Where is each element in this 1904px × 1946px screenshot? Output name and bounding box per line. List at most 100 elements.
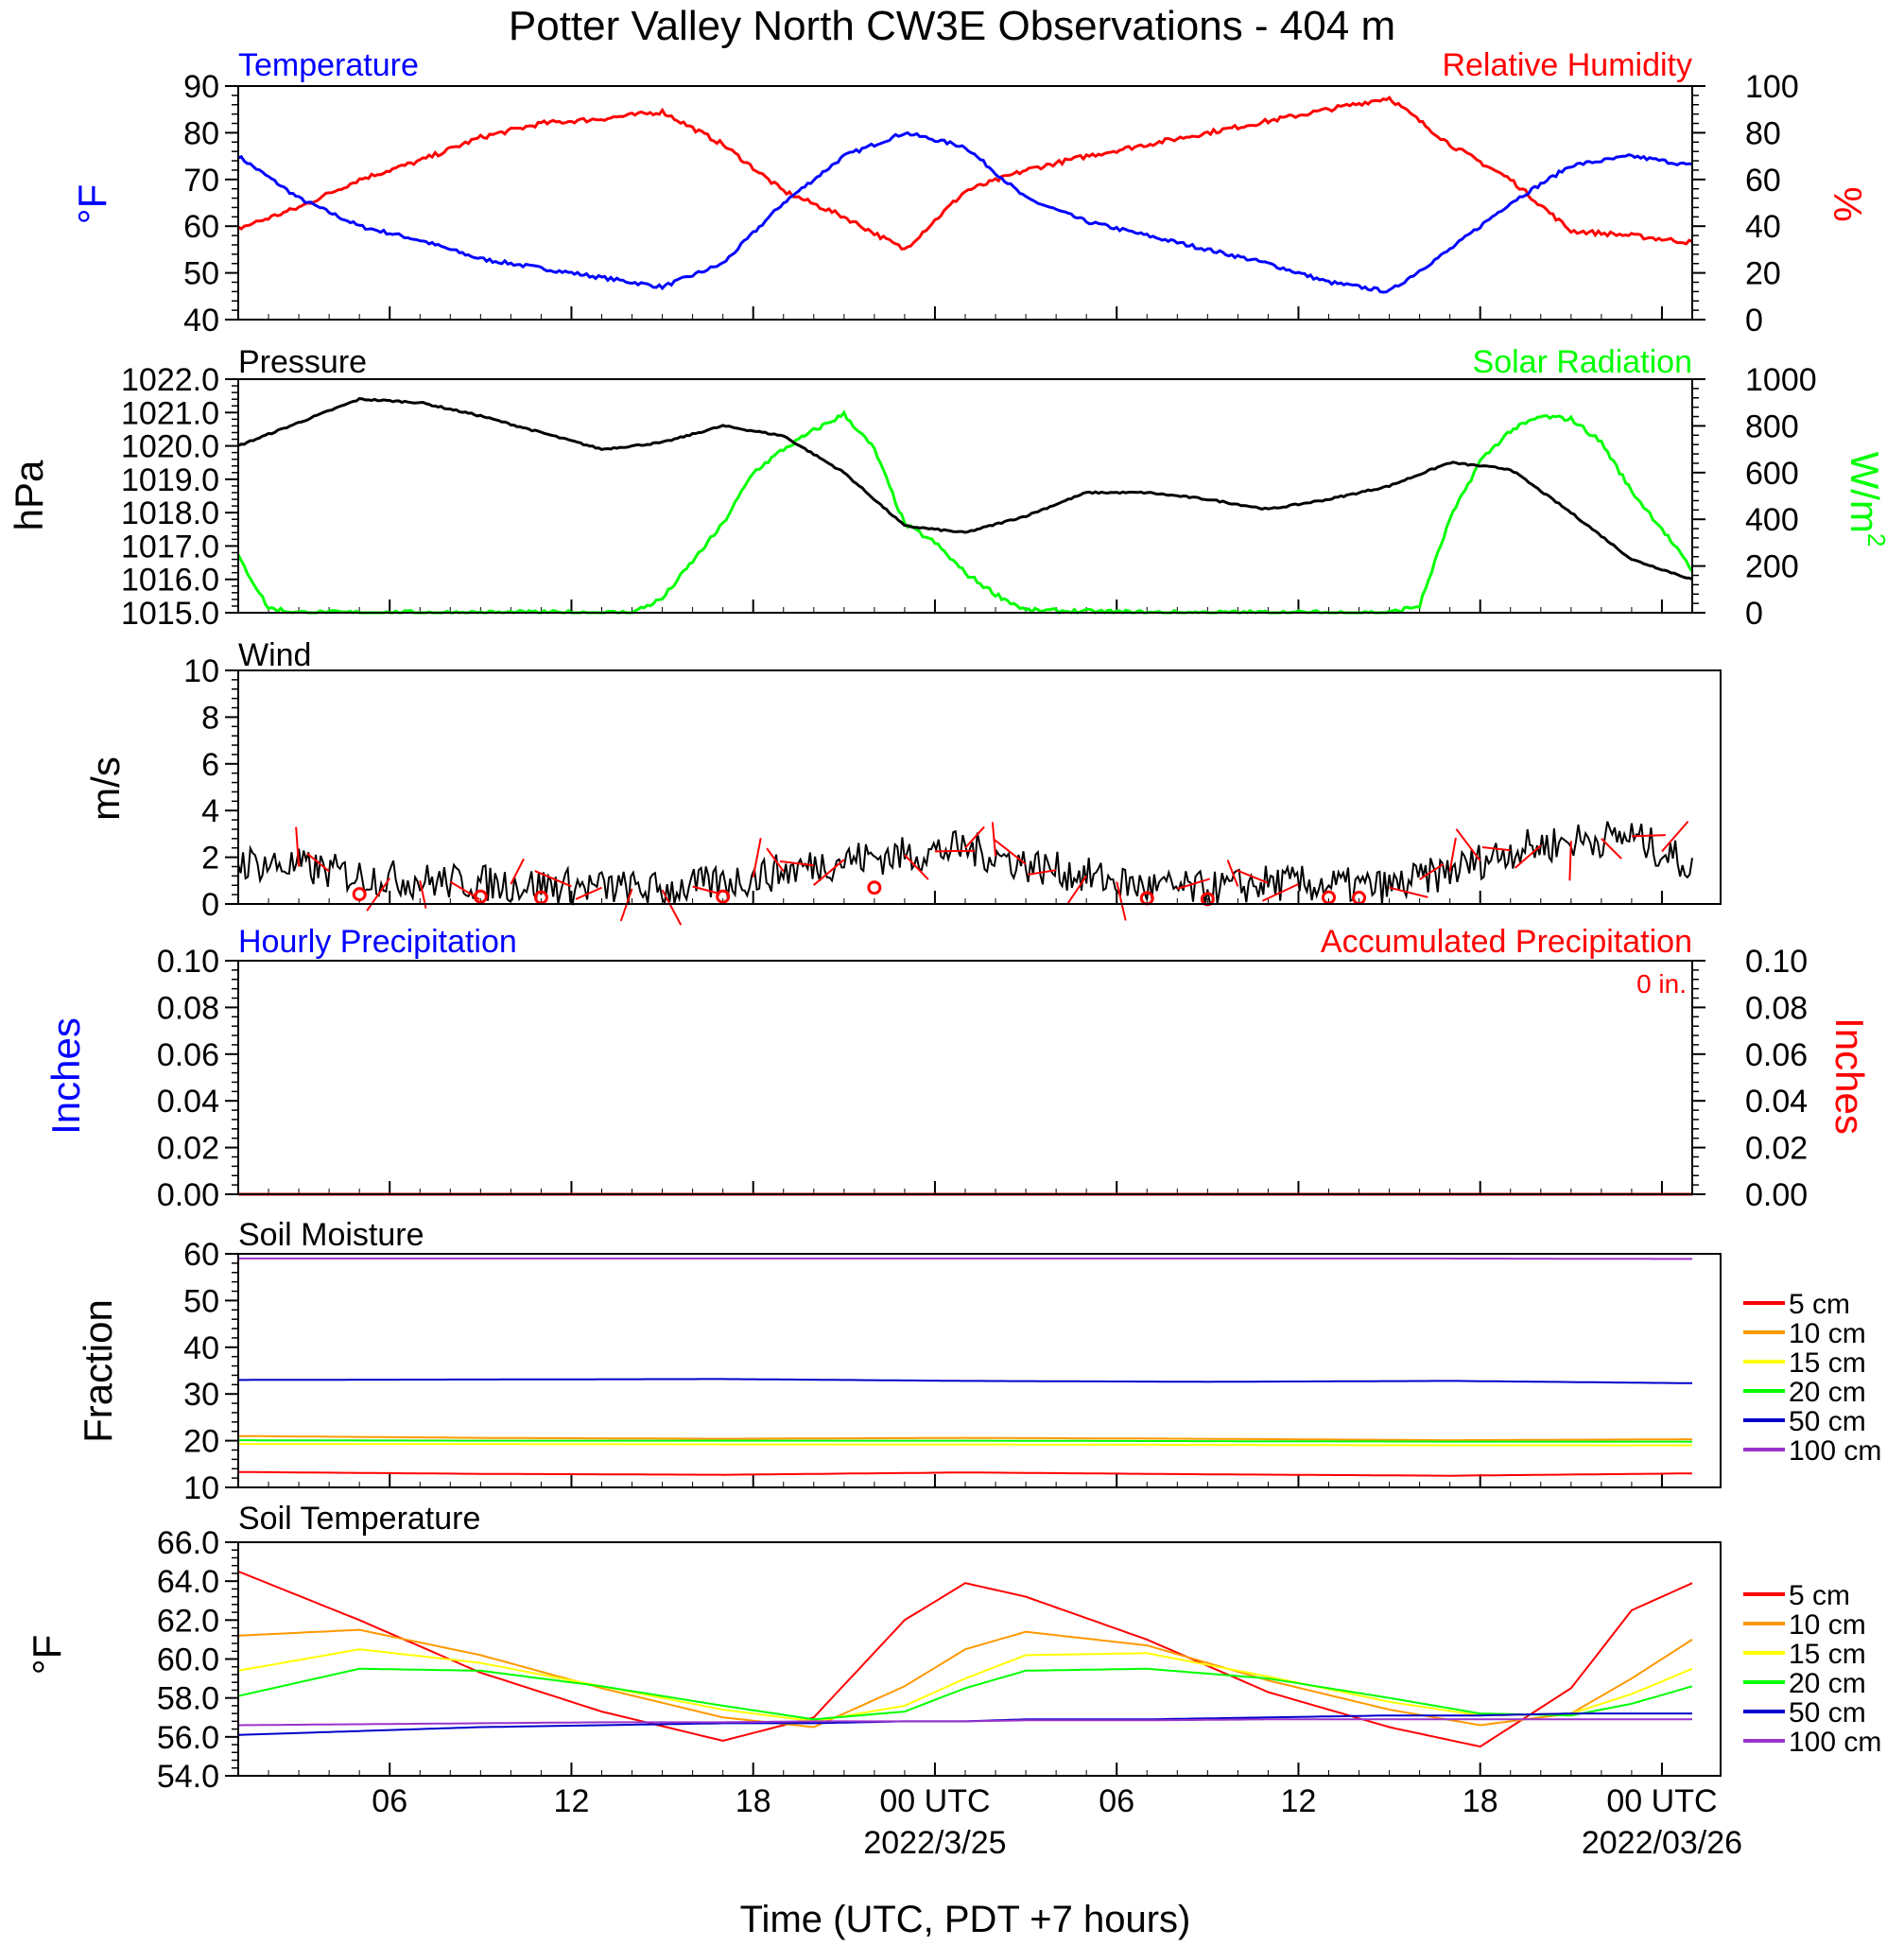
chart-title: Potter Valley North CW3E Observations - … <box>509 3 1395 49</box>
solar-axis-label-sup: 2 <box>1862 533 1891 547</box>
right-tick-label: 800 <box>1745 408 1799 444</box>
right-tick-label: 60 <box>1745 163 1781 199</box>
left-tick-label: 40 <box>183 1330 219 1366</box>
left-tick-label: 60 <box>183 1237 219 1273</box>
right-tick-label: 0.02 <box>1745 1131 1808 1167</box>
wind-barb <box>1389 886 1428 898</box>
left-tick-label: 10 <box>183 1470 219 1506</box>
soil-moisture-title: Soil Moisture <box>238 1217 424 1253</box>
precip-plot-frame <box>237 960 1693 1195</box>
solar-axis-label: W/m2 <box>1843 452 1891 547</box>
wind-panel: Wind m/s 0 2 4 6 8 10 <box>83 637 1722 926</box>
right-tick-label: 200 <box>1745 549 1799 585</box>
wind-barb <box>1226 860 1239 887</box>
soil-moisture-plot-frame <box>237 1253 1722 1488</box>
left-tick-label: 58.0 <box>157 1681 219 1717</box>
hourly-precip-title: Hourly Precipitation <box>238 924 517 960</box>
left-tick-label: 90 <box>183 69 219 105</box>
legend-label: 100 cm <box>1789 1435 1881 1467</box>
left-tick-label: 0.10 <box>157 944 219 980</box>
soil-temp-axis-label: °F <box>25 1635 69 1675</box>
solar-line <box>236 409 1694 616</box>
date-label: 2022/03/26 <box>1582 1825 1742 1861</box>
legend-label: 100 cm <box>1789 1727 1881 1758</box>
legend-label: 5 cm <box>1789 1289 1850 1320</box>
temperature-title: Temperature <box>238 47 419 83</box>
right-tick-label: 0.08 <box>1745 990 1808 1026</box>
left-tick-label: 4 <box>201 793 219 829</box>
precip-panel: Hourly Precipitation Accumulated Precipi… <box>43 924 1872 1213</box>
temp-rh-panel: Temperature Relative Humidity °F % 40 50 6… <box>70 47 1870 339</box>
calm-wind-circle <box>716 889 731 904</box>
pressure-solar-plot-frame <box>237 378 1693 614</box>
left-tick-label: 0.00 <box>157 1177 219 1213</box>
wind-barb <box>813 859 845 886</box>
wind-barbs <box>295 821 1689 926</box>
legend-label: 10 cm <box>1789 1609 1866 1641</box>
wind-barb <box>692 885 720 895</box>
left-tick-label: 6 <box>201 747 219 783</box>
soil-temp-plot-frame <box>237 1541 1722 1777</box>
wind-plot-frame <box>237 669 1722 905</box>
wind-barb <box>449 880 480 900</box>
wind-barb <box>1568 841 1572 881</box>
solar-title: Solar Radiation <box>1473 344 1692 380</box>
depth-line <box>237 1718 1692 1727</box>
depth-line <box>237 1470 1693 1477</box>
right-tick-label: 40 <box>1745 209 1781 245</box>
right-tick-label: 0.06 <box>1745 1037 1808 1073</box>
time-axis: 06 12 18 00 UTC 2022/3/25 06 12 18 00 UTC 2022/03… <box>372 1783 1742 1861</box>
wind-barb <box>1455 828 1481 861</box>
precip-total-label: 0 in. <box>1636 969 1687 999</box>
wind-barb <box>934 849 975 853</box>
wind-barb <box>1261 883 1299 902</box>
pressure-line <box>237 396 1693 582</box>
wind-barb <box>510 858 525 885</box>
right-tick-label: 0 <box>1745 303 1763 339</box>
depth-line <box>237 1648 1693 1723</box>
humidity-line <box>237 96 1693 251</box>
left-tick-label: 1021.0 <box>121 395 219 431</box>
time-tick-label: 18 <box>1463 1783 1498 1819</box>
left-tick-label: 50 <box>183 256 219 292</box>
right-tick-label: 600 <box>1745 456 1799 492</box>
depth-line <box>238 1439 1692 1443</box>
right-tick-label: 0.10 <box>1745 944 1808 980</box>
left-tick-label: 2 <box>201 841 219 877</box>
right-tick-label: 0.00 <box>1745 1177 1808 1213</box>
date-label: 2022/3/25 <box>863 1825 1006 1861</box>
legend-label: 10 cm <box>1789 1318 1866 1349</box>
wind-barb <box>1116 881 1127 921</box>
left-tick-label: 0.06 <box>157 1037 219 1073</box>
calm-wind-circle <box>352 887 367 902</box>
wind-barb <box>1176 877 1211 890</box>
wind-barb <box>1601 838 1622 860</box>
left-tick-label: 30 <box>183 1377 219 1413</box>
depth-line <box>238 1434 1692 1442</box>
right-tick-label: 1000 <box>1745 362 1817 398</box>
left-tick-label: 8 <box>201 700 219 736</box>
legend-label: 50 cm <box>1789 1406 1866 1437</box>
wind-barb <box>991 822 997 857</box>
time-tick-label: 06 <box>1099 1783 1134 1819</box>
left-tick-label: 1016.0 <box>121 563 219 599</box>
left-tick-label: 1019.0 <box>121 462 219 498</box>
right-tick-label: 0 <box>1745 596 1763 632</box>
wind-barb <box>366 877 391 912</box>
left-tick-label: 50 <box>183 1283 219 1319</box>
time-tick-label: 06 <box>372 1783 407 1819</box>
temp-rh-plot-frame <box>237 85 1693 321</box>
left-tick-label: 10 <box>183 653 219 689</box>
depth-line <box>238 1443 1692 1447</box>
pressure-solar-panel: Pressure Solar Radiation hPa W/m2 1015.0… <box>7 344 1891 632</box>
left-tick-label: 0 <box>201 887 219 923</box>
wind-barb <box>1066 875 1087 905</box>
depth-line <box>237 1667 1693 1721</box>
wind-barb <box>766 847 785 873</box>
soil-temp-lines <box>237 1570 1693 1748</box>
time-tick-label: 12 <box>554 1783 590 1819</box>
depth-line <box>237 1570 1693 1748</box>
